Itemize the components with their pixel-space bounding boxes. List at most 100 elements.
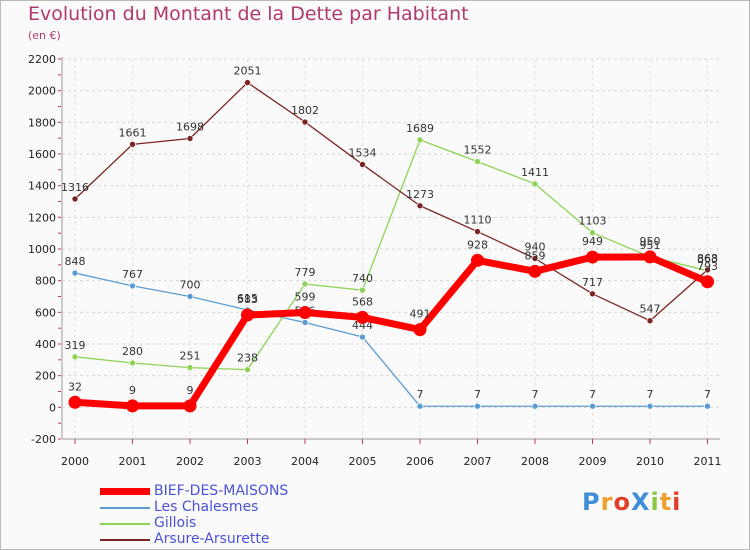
data-label: 779 bbox=[295, 266, 316, 279]
data-point bbox=[301, 319, 309, 326]
data-label: 615 bbox=[237, 292, 258, 305]
data-label: 1316 bbox=[61, 181, 89, 194]
data-label: 7 bbox=[532, 388, 539, 401]
data-point bbox=[474, 402, 481, 410]
logo-letter: r bbox=[600, 488, 614, 516]
data-label: 940 bbox=[525, 241, 546, 254]
legend-label: Gillois bbox=[154, 515, 197, 531]
x-tick-label: 2002 bbox=[176, 455, 204, 468]
data-point bbox=[474, 228, 481, 235]
y-tick-label: -200 bbox=[31, 433, 56, 446]
data-point bbox=[129, 141, 136, 148]
data-point bbox=[474, 158, 481, 165]
data-point bbox=[416, 136, 424, 144]
data-point bbox=[298, 305, 312, 319]
data-label: 868 bbox=[697, 252, 718, 265]
data-point bbox=[71, 269, 79, 277]
legend-label: Arsure-Arsurette bbox=[154, 531, 270, 547]
y-tick-label: 1600 bbox=[28, 148, 56, 161]
data-point bbox=[241, 308, 254, 322]
data-label: 583 bbox=[237, 293, 258, 306]
data-point bbox=[413, 323, 427, 337]
y-tick-label: 2000 bbox=[28, 85, 56, 98]
data-label: 859 bbox=[525, 249, 546, 262]
data-label: 1698 bbox=[176, 120, 204, 133]
data-point bbox=[586, 250, 599, 264]
logo-letter: t bbox=[659, 488, 673, 516]
y-tick-label: 600 bbox=[35, 306, 56, 319]
data-label: 7 bbox=[589, 388, 596, 401]
data-label: 444 bbox=[352, 319, 373, 332]
series-line-0 bbox=[74, 272, 709, 407]
data-label: 928 bbox=[467, 238, 488, 251]
legend-label: Les Chalesmes bbox=[154, 499, 259, 515]
logo-letter: i bbox=[650, 488, 660, 516]
chart-title: Evolution du Montant de la Dette par Hab… bbox=[28, 3, 469, 25]
data-point bbox=[704, 402, 711, 410]
data-point bbox=[531, 255, 539, 262]
data-point bbox=[71, 353, 79, 361]
legend-swatch bbox=[100, 523, 150, 525]
data-label: 568 bbox=[352, 295, 373, 308]
series-line-1 bbox=[74, 139, 709, 371]
x-tick-label: 2003 bbox=[234, 455, 262, 468]
series-line-3 bbox=[71, 253, 711, 410]
data-label: 319 bbox=[65, 339, 86, 352]
data-label: 767 bbox=[122, 268, 143, 281]
data-point bbox=[589, 290, 596, 298]
legend-label: BIEF-DES-MAISONS bbox=[154, 483, 289, 499]
data-label: 949 bbox=[582, 235, 603, 248]
data-point bbox=[129, 282, 136, 290]
proxiti-logo: ProXiti bbox=[582, 488, 681, 516]
data-point bbox=[359, 333, 366, 341]
data-point bbox=[701, 275, 714, 289]
data-label: 599 bbox=[295, 290, 316, 303]
data-point bbox=[646, 402, 654, 410]
data-point bbox=[704, 266, 711, 274]
data-label: 717 bbox=[582, 276, 603, 289]
y-tick-label: 400 bbox=[35, 338, 56, 351]
data-point bbox=[471, 253, 484, 267]
data-label: 700 bbox=[180, 279, 201, 292]
data-label: 2051 bbox=[234, 65, 262, 78]
data-label: 7 bbox=[474, 388, 481, 401]
y-tick-label: 200 bbox=[35, 370, 56, 383]
legend-swatch bbox=[100, 488, 150, 495]
x-tick-label: 2009 bbox=[579, 455, 607, 468]
data-point bbox=[244, 366, 251, 373]
data-label: 238 bbox=[237, 352, 258, 365]
data-label: 491 bbox=[410, 308, 431, 321]
data-point bbox=[416, 202, 424, 210]
series-line-2 bbox=[74, 81, 709, 322]
data-label: 9 bbox=[187, 384, 194, 397]
legend-swatch bbox=[100, 507, 150, 509]
y-tick-label: 2200 bbox=[28, 53, 56, 66]
x-tick-label: 2001 bbox=[119, 455, 147, 468]
data-point bbox=[646, 317, 654, 325]
data-label: 7 bbox=[704, 388, 711, 401]
data-point bbox=[186, 135, 194, 142]
data-label: 848 bbox=[65, 255, 86, 268]
data-point bbox=[71, 195, 79, 203]
data-label: 863 bbox=[697, 253, 718, 266]
data-label: 1802 bbox=[291, 104, 319, 117]
logo-letter: P bbox=[582, 488, 601, 516]
data-label: 950 bbox=[640, 235, 661, 248]
chart-unit-label: (en €) bbox=[28, 29, 61, 42]
data-point bbox=[301, 118, 309, 126]
data-point bbox=[301, 280, 309, 288]
y-tick-label: 800 bbox=[35, 275, 56, 288]
data-label: 793 bbox=[697, 260, 718, 273]
x-tick-label: 2007 bbox=[464, 455, 492, 468]
data-point bbox=[643, 250, 657, 264]
data-point bbox=[356, 310, 369, 324]
logo-letter: i bbox=[672, 488, 682, 516]
data-label: 1661 bbox=[119, 126, 147, 139]
data-label: 1411 bbox=[521, 166, 549, 179]
data-label: 1273 bbox=[406, 188, 434, 201]
data-label: 1552 bbox=[464, 144, 492, 157]
legend-swatch bbox=[100, 539, 150, 541]
y-tick-label: 1800 bbox=[28, 116, 56, 129]
data-point bbox=[129, 359, 136, 367]
